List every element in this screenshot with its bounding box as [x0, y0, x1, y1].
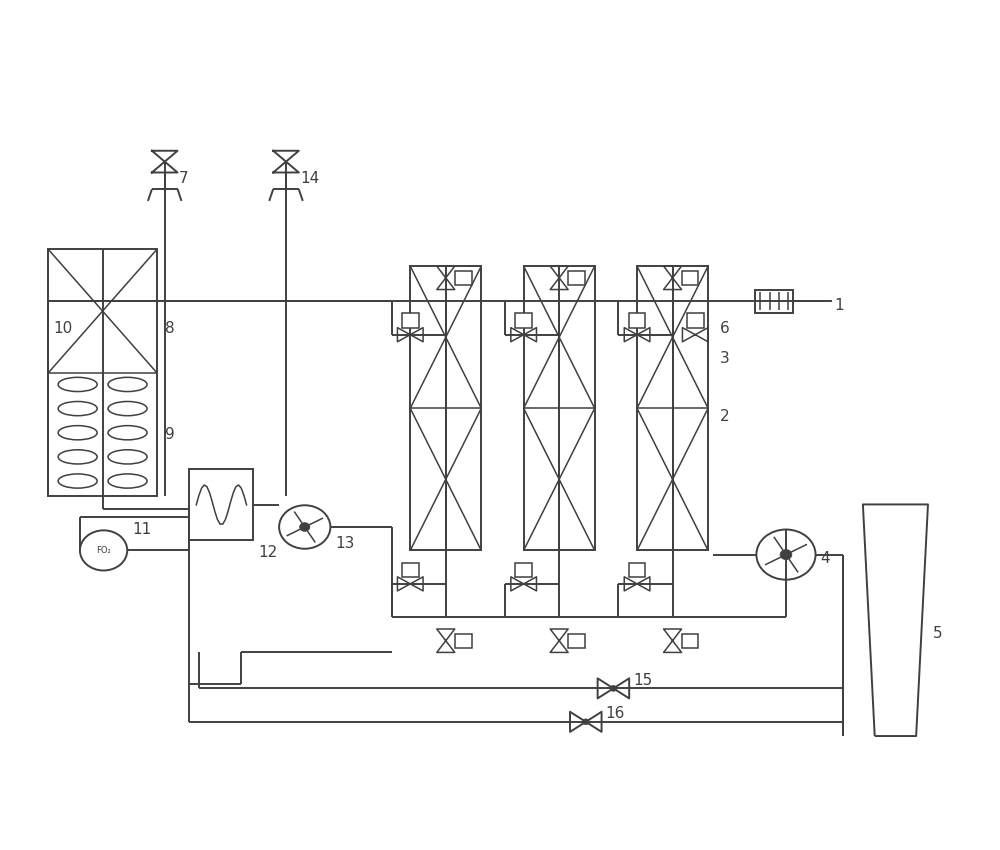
- Ellipse shape: [58, 450, 97, 464]
- Bar: [568, 271, 585, 285]
- Bar: [629, 314, 645, 327]
- Bar: [402, 314, 419, 327]
- Bar: [682, 271, 698, 285]
- Ellipse shape: [108, 377, 147, 392]
- Circle shape: [610, 685, 617, 691]
- Circle shape: [582, 719, 589, 725]
- Circle shape: [756, 530, 816, 580]
- Text: 13: 13: [335, 536, 355, 552]
- Bar: [48, 249, 157, 496]
- Ellipse shape: [108, 474, 147, 488]
- Bar: [568, 633, 585, 648]
- Bar: [455, 633, 472, 648]
- Text: 11: 11: [132, 522, 151, 537]
- Text: 6: 6: [720, 320, 730, 336]
- Bar: [524, 266, 595, 551]
- Ellipse shape: [108, 401, 147, 416]
- Ellipse shape: [58, 377, 97, 392]
- Ellipse shape: [58, 474, 97, 488]
- Text: 12: 12: [258, 546, 278, 560]
- Ellipse shape: [108, 426, 147, 439]
- Text: 3: 3: [720, 350, 730, 366]
- Circle shape: [80, 530, 127, 570]
- Circle shape: [300, 523, 310, 531]
- Text: 7: 7: [179, 171, 188, 186]
- Circle shape: [780, 550, 792, 559]
- Text: 14: 14: [300, 171, 319, 186]
- Circle shape: [279, 505, 330, 549]
- Text: FO₂: FO₂: [96, 546, 111, 555]
- Text: 16: 16: [606, 706, 625, 721]
- Bar: [515, 314, 532, 327]
- Bar: [455, 271, 472, 285]
- Text: 10: 10: [53, 320, 73, 336]
- Bar: [189, 469, 253, 541]
- Bar: [637, 266, 708, 551]
- Text: 2: 2: [720, 409, 730, 424]
- Bar: [515, 563, 532, 577]
- Bar: [682, 633, 698, 648]
- Ellipse shape: [58, 426, 97, 439]
- Bar: [629, 563, 645, 577]
- Bar: [402, 563, 419, 577]
- Bar: [687, 314, 704, 327]
- Ellipse shape: [108, 450, 147, 464]
- Text: 15: 15: [633, 672, 652, 688]
- Text: 4: 4: [820, 552, 830, 566]
- Text: 1: 1: [834, 298, 844, 313]
- Text: 9: 9: [165, 427, 174, 442]
- Text: 5: 5: [933, 626, 943, 641]
- Bar: [410, 266, 481, 551]
- Bar: [755, 290, 793, 313]
- Text: 8: 8: [165, 320, 174, 336]
- Ellipse shape: [58, 401, 97, 416]
